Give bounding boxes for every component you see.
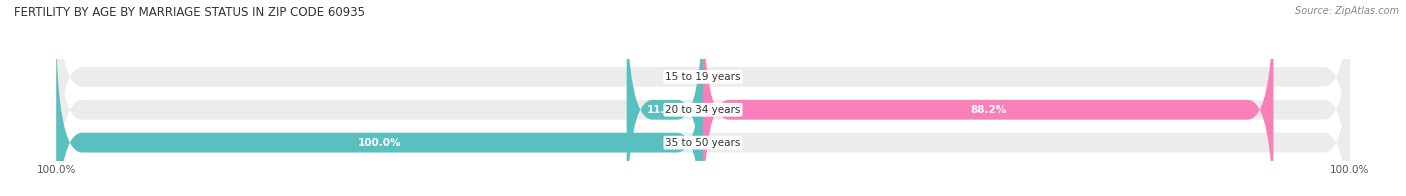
Text: 0.0%: 0.0%: [716, 72, 742, 82]
Text: 11.8%: 11.8%: [647, 105, 683, 115]
Text: 15 to 19 years: 15 to 19 years: [665, 72, 741, 82]
FancyBboxPatch shape: [56, 0, 1350, 196]
FancyBboxPatch shape: [56, 21, 1350, 196]
Text: Source: ZipAtlas.com: Source: ZipAtlas.com: [1295, 6, 1399, 16]
FancyBboxPatch shape: [56, 21, 703, 196]
Text: 0.0%: 0.0%: [716, 138, 742, 148]
Text: 100.0%: 100.0%: [359, 138, 401, 148]
Text: 88.2%: 88.2%: [970, 105, 1007, 115]
Text: FERTILITY BY AGE BY MARRIAGE STATUS IN ZIP CODE 60935: FERTILITY BY AGE BY MARRIAGE STATUS IN Z…: [14, 6, 366, 19]
Text: 0.0%: 0.0%: [664, 72, 690, 82]
FancyBboxPatch shape: [56, 0, 1350, 196]
Text: 20 to 34 years: 20 to 34 years: [665, 105, 741, 115]
FancyBboxPatch shape: [703, 0, 1274, 196]
Text: 35 to 50 years: 35 to 50 years: [665, 138, 741, 148]
FancyBboxPatch shape: [627, 0, 703, 196]
